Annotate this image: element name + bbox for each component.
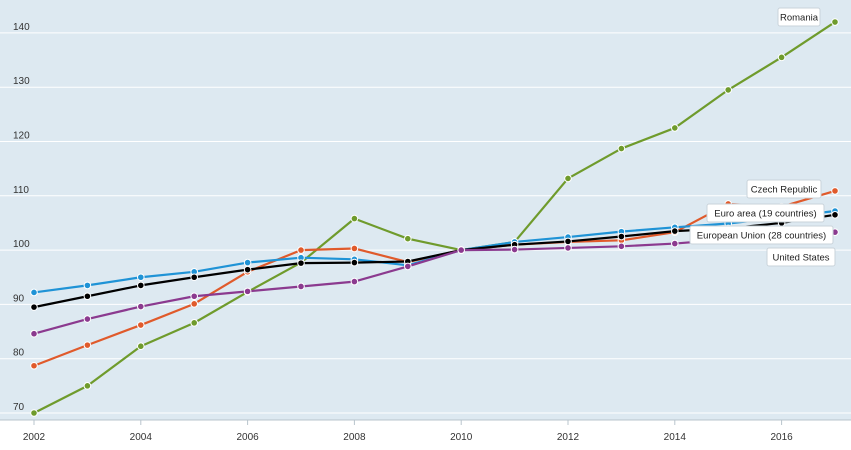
data-point[interactable] bbox=[30, 288, 38, 297]
series-callout: Romania bbox=[777, 7, 821, 27]
callout-box bbox=[689, 225, 834, 245]
data-point[interactable] bbox=[564, 174, 572, 183]
data-point[interactable] bbox=[243, 265, 252, 274]
data-point[interactable] bbox=[297, 282, 305, 291]
x-tick-label: 2012 bbox=[557, 432, 580, 443]
data-point[interactable] bbox=[137, 342, 145, 351]
y-tick-label: 80 bbox=[13, 348, 25, 359]
data-point[interactable] bbox=[831, 18, 839, 26]
series-callout: Czech Republic bbox=[746, 179, 822, 199]
data-point[interactable] bbox=[350, 244, 359, 253]
x-tick-label: 2014 bbox=[664, 432, 687, 443]
y-tick-label: 120 bbox=[13, 131, 30, 142]
data-point[interactable] bbox=[777, 53, 786, 62]
callout-box bbox=[746, 179, 822, 199]
data-point[interactable] bbox=[30, 361, 38, 370]
data-point[interactable] bbox=[671, 239, 679, 248]
series-line bbox=[33, 21, 836, 414]
series-callout: United States bbox=[766, 247, 836, 267]
data-point[interactable] bbox=[671, 124, 679, 132]
x-axis-band bbox=[0, 420, 851, 450]
x-tick-label: 2006 bbox=[236, 432, 259, 443]
callout-box bbox=[766, 247, 836, 267]
data-point[interactable] bbox=[617, 144, 626, 153]
data-point[interactable] bbox=[404, 234, 412, 243]
data-point[interactable] bbox=[190, 300, 198, 308]
data-point[interactable] bbox=[350, 214, 359, 223]
x-tick-label: 2008 bbox=[343, 432, 366, 443]
data-point[interactable] bbox=[83, 292, 92, 301]
data-point[interactable] bbox=[671, 227, 679, 235]
callout-label: United States bbox=[772, 253, 829, 264]
data-point[interactable] bbox=[190, 273, 198, 282]
series-callout: European Union (28 countries) bbox=[689, 225, 834, 245]
y-tick-label: 90 bbox=[13, 293, 25, 304]
callout-box bbox=[777, 7, 821, 27]
data-point[interactable] bbox=[243, 287, 252, 296]
callout-label: European Union (28 countries) bbox=[697, 231, 826, 242]
data-point[interactable] bbox=[617, 242, 626, 251]
data-point[interactable] bbox=[137, 281, 145, 290]
data-point[interactable] bbox=[137, 273, 145, 282]
x-tick-label: 2004 bbox=[130, 432, 153, 443]
data-point[interactable] bbox=[297, 259, 305, 267]
data-point[interactable] bbox=[297, 246, 305, 254]
data-point[interactable] bbox=[350, 277, 359, 286]
y-tick-label: 70 bbox=[13, 402, 25, 413]
x-tick-label: 2010 bbox=[450, 432, 473, 443]
data-point[interactable] bbox=[83, 341, 92, 349]
callout-label: Euro area (19 countries) bbox=[714, 209, 816, 220]
data-point[interactable] bbox=[190, 319, 198, 327]
data-point[interactable] bbox=[137, 321, 145, 329]
data-point[interactable] bbox=[831, 187, 839, 195]
y-tick-label: 140 bbox=[13, 22, 30, 33]
data-point[interactable] bbox=[350, 258, 359, 267]
series-callout: Euro area (19 countries) bbox=[706, 203, 825, 223]
x-tick-label: 2002 bbox=[23, 432, 46, 443]
series-callouts: Romania Czech Republic Euro area (19 count… bbox=[689, 7, 836, 267]
x-tick-label: 2016 bbox=[770, 432, 793, 443]
data-point[interactable] bbox=[724, 86, 733, 94]
data-point[interactable] bbox=[564, 244, 572, 252]
data-point[interactable] bbox=[190, 292, 198, 301]
x-axis-ticks: 2002 2004 2006 2008 2010 2012 2014 2016 bbox=[23, 420, 793, 443]
data-point[interactable] bbox=[30, 409, 38, 417]
data-point[interactable] bbox=[83, 281, 92, 290]
y-tick-label: 110 bbox=[13, 185, 29, 196]
data-point[interactable] bbox=[617, 232, 626, 241]
callout-label: Czech Republic bbox=[751, 185, 818, 196]
data-point[interactable] bbox=[83, 382, 92, 390]
data-point[interactable] bbox=[243, 258, 252, 267]
data-point[interactable] bbox=[564, 237, 572, 246]
y-axis-ticks: 70 80 90 100 110 120 130 140 bbox=[13, 22, 30, 413]
callout-box bbox=[706, 203, 825, 223]
data-point[interactable] bbox=[404, 262, 412, 271]
callout-label: Romania bbox=[780, 13, 819, 24]
data-point[interactable] bbox=[30, 303, 38, 311]
data-point[interactable] bbox=[137, 302, 145, 311]
data-point[interactable] bbox=[831, 211, 839, 219]
data-point[interactable] bbox=[83, 315, 92, 323]
data-point[interactable] bbox=[457, 246, 466, 254]
y-tick-label: 130 bbox=[13, 76, 30, 87]
y-tick-label: 100 bbox=[13, 239, 30, 250]
data-point[interactable] bbox=[30, 329, 38, 338]
data-point[interactable] bbox=[510, 245, 519, 254]
